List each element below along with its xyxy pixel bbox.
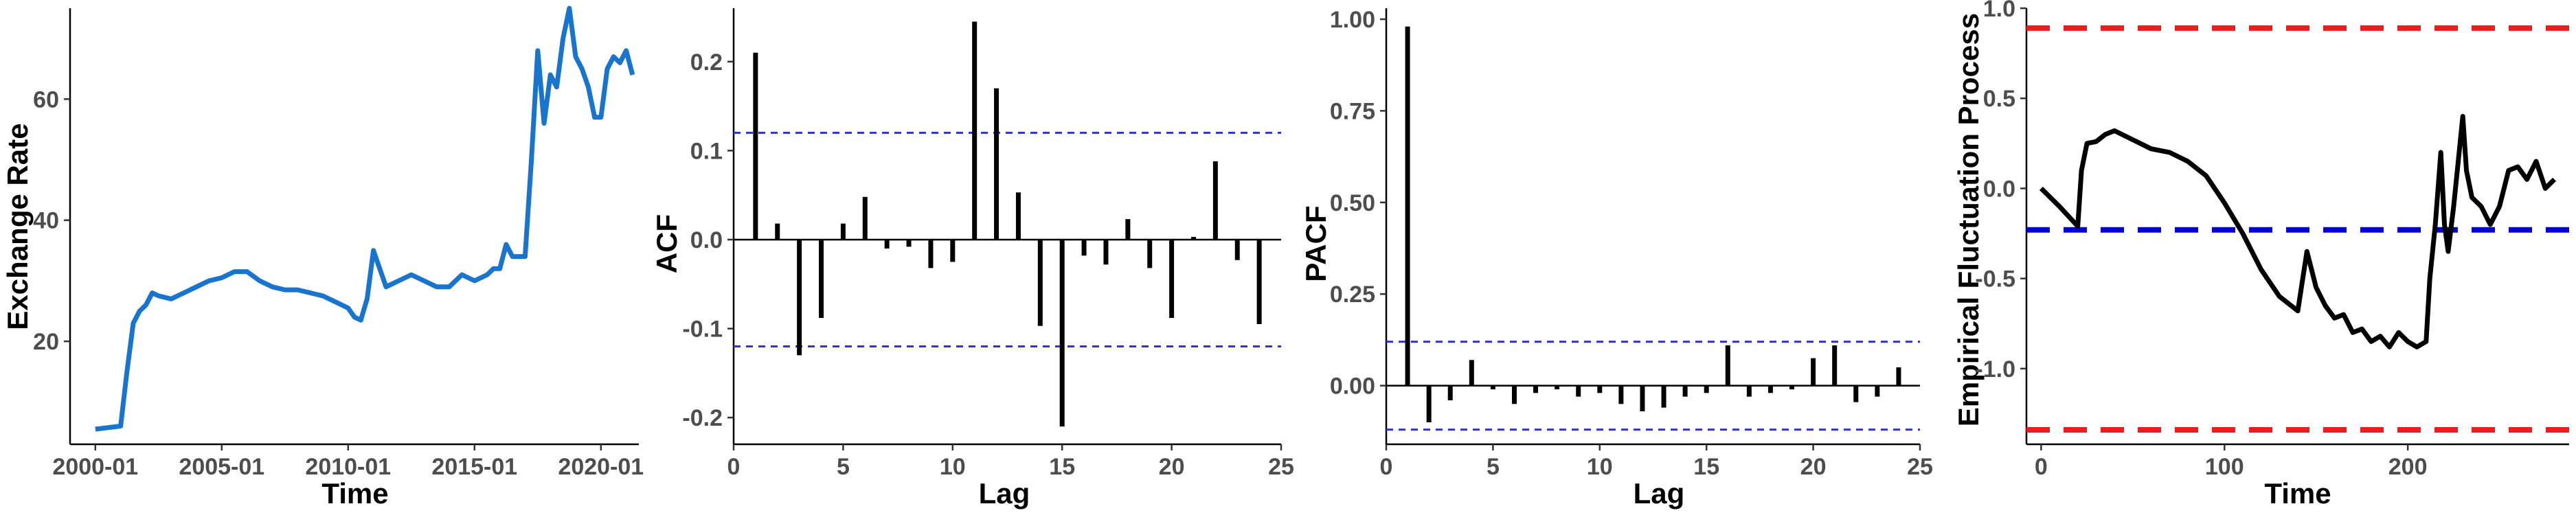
- x-tick-label: 15: [1049, 454, 1075, 480]
- y-tick-label: 0.00: [1330, 374, 1375, 400]
- x-tick-label: 200: [2388, 454, 2428, 480]
- axis-title-y: Empirical Fluctuation Process: [1952, 13, 1985, 426]
- x-tick-label: 2010-01: [305, 454, 391, 480]
- x-tick-label: 0: [727, 454, 741, 480]
- axis-title-y: PACF: [1300, 205, 1332, 282]
- y-tick-label: -0.2: [682, 405, 723, 431]
- y-tick-label: 40: [33, 208, 59, 234]
- y-tick-label: 0.5: [1983, 86, 2015, 112]
- y-tick-label: -0.5: [1975, 266, 2015, 293]
- x-tick-label: 2005-01: [179, 454, 264, 480]
- y-tick-label: 0.0: [690, 227, 723, 253]
- x-tick-label: 2015-01: [431, 454, 517, 480]
- y-tick-label: 1.00: [1330, 7, 1375, 33]
- x-tick-label: 25: [1268, 454, 1294, 480]
- axis-title-x: Lag: [1634, 477, 1685, 510]
- y-tick-label: 0.2: [690, 49, 723, 76]
- x-tick-label: 20: [1159, 454, 1185, 480]
- x-tick-label: 5: [837, 454, 850, 480]
- panel-acf: Lag ACF 0 5 10 15 20 25 -0.2 -0.1 0.0 0.1 0.2: [651, 8, 1294, 510]
- x-tick-label: 25: [1907, 454, 1933, 480]
- y-tick-label: 0.0: [1983, 176, 2015, 202]
- series-line-fluctuation: [2039, 113, 2557, 350]
- x-tick-label: 20: [1800, 454, 1827, 480]
- series-line-exchange-rate: [95, 5, 635, 432]
- y-tick-label: 0.25: [1330, 282, 1375, 308]
- y-tick-label: 20: [33, 329, 59, 355]
- y-tick-label: 0.50: [1330, 190, 1375, 216]
- axis-title-y: Exchange Rate: [1, 123, 34, 330]
- panel-exchange-rate: Time Exchange Rate 2000-01 2005-01 2010-01…: [1, 5, 644, 510]
- y-tick-label: -1.0: [1975, 356, 2015, 382]
- x-tick-label: 2000-01: [52, 454, 138, 480]
- x-tick-label: 0: [1380, 454, 1393, 480]
- panel-efp: Time Empirical Fluctuation Process 0 100 2…: [1952, 0, 2569, 510]
- y-tick-label: 1.0: [1983, 0, 2015, 22]
- x-tick-label: 0: [2035, 454, 2048, 480]
- axis-title-x: Lag: [979, 477, 1030, 510]
- x-tick-label: 2020-01: [558, 454, 644, 480]
- x-tick-label: 15: [1693, 454, 1719, 480]
- y-tick-label: -0.1: [682, 317, 723, 343]
- y-tick-label: 0.1: [690, 138, 723, 164]
- x-tick-label: 100: [2205, 454, 2244, 480]
- axis-title-y: ACF: [651, 214, 683, 273]
- x-tick-label: 5: [1487, 454, 1500, 480]
- x-tick-label: 10: [1587, 454, 1613, 480]
- x-tick-label: 10: [940, 454, 966, 480]
- axis-title-x: Time: [2264, 477, 2331, 510]
- panel-pacf: Lag PACF 0 5 10 15 20 25 0.00 0.25 0.50 0.75 1.00: [1300, 7, 1933, 510]
- y-tick-label: 0.75: [1330, 98, 1375, 124]
- axis-title-x: Time: [321, 477, 388, 510]
- y-tick-label: 60: [33, 87, 59, 113]
